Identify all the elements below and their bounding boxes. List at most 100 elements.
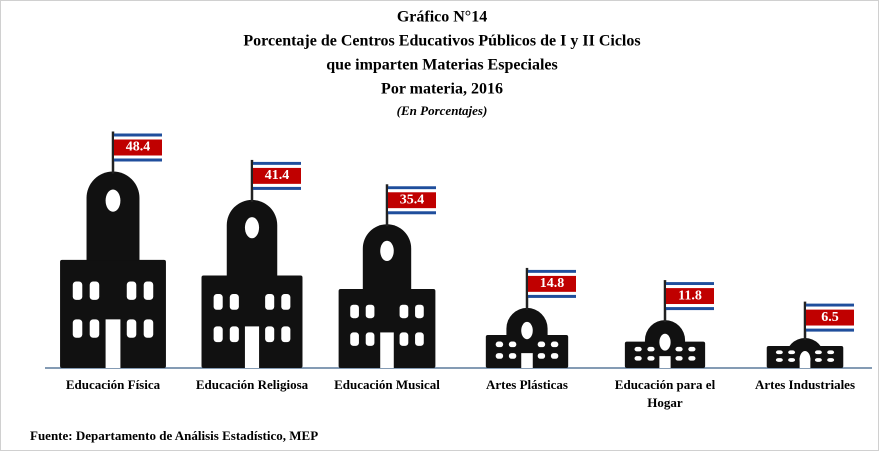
building-tower xyxy=(644,320,686,343)
building xyxy=(624,280,714,368)
source-note: Fuente: Departamento de Análisis Estadís… xyxy=(30,428,318,443)
window xyxy=(688,346,696,352)
flag-stripe xyxy=(253,164,301,168)
window xyxy=(634,356,642,361)
window xyxy=(89,319,100,338)
window xyxy=(213,326,223,343)
flag-stripe xyxy=(253,186,301,190)
building xyxy=(60,131,166,368)
door xyxy=(105,319,121,368)
window xyxy=(143,281,154,300)
window xyxy=(350,304,359,319)
window xyxy=(143,319,154,338)
door xyxy=(521,353,533,368)
window xyxy=(775,350,783,355)
flag-stripe xyxy=(528,272,576,276)
window xyxy=(89,281,100,300)
building xyxy=(766,301,854,368)
door xyxy=(659,356,671,368)
flag-stripe xyxy=(253,161,301,165)
x-tick-label: Artes Plásticas xyxy=(486,377,568,392)
building-body xyxy=(201,275,303,368)
window xyxy=(688,356,696,361)
flag-stripe xyxy=(114,158,162,162)
value-label: 48.4 xyxy=(126,140,151,155)
flag-stripe xyxy=(253,183,301,187)
window xyxy=(788,358,796,362)
building-body xyxy=(338,288,436,368)
window xyxy=(675,356,683,361)
flag-stripe xyxy=(114,155,162,159)
window xyxy=(775,358,783,362)
window xyxy=(647,346,655,352)
flag-stripe xyxy=(388,192,436,209)
building-body xyxy=(624,341,706,368)
window xyxy=(229,326,239,343)
flag-stripe xyxy=(666,282,714,286)
x-tick-label: Educación para el Hogar xyxy=(615,377,716,410)
flag-stripe xyxy=(806,309,854,326)
window xyxy=(365,332,375,346)
value-label: 41.4 xyxy=(265,168,290,183)
window xyxy=(537,353,546,359)
window xyxy=(495,341,504,348)
x-tick-label: Artes Industriales xyxy=(755,377,855,392)
flag-stripe xyxy=(114,139,162,156)
window xyxy=(126,319,137,338)
window xyxy=(788,350,796,355)
door xyxy=(799,358,811,368)
chart-title: Por materia, 2016 xyxy=(381,81,503,98)
window xyxy=(814,350,822,355)
building xyxy=(338,184,436,368)
window xyxy=(827,350,835,355)
chart-subtitle: (En Porcentajes) xyxy=(397,103,488,118)
window xyxy=(365,304,375,319)
flag-stripe xyxy=(253,167,301,184)
value-label: 11.8 xyxy=(678,288,702,303)
window xyxy=(508,341,517,348)
tower-window xyxy=(244,217,260,239)
window xyxy=(537,341,546,348)
window xyxy=(72,281,83,300)
window xyxy=(647,356,655,361)
building-body xyxy=(60,259,166,368)
window xyxy=(634,346,642,352)
flag-stripe xyxy=(806,306,854,310)
door xyxy=(244,326,260,368)
window xyxy=(281,326,291,343)
door xyxy=(380,332,394,368)
flag-stripe xyxy=(806,328,854,332)
flag-stripe xyxy=(528,294,576,298)
flag-stripe xyxy=(666,307,714,311)
flag-stripe xyxy=(528,275,576,292)
x-tick-label: Educación Religiosa xyxy=(196,377,309,392)
flag-stripe xyxy=(114,136,162,140)
flag-stripe xyxy=(666,288,714,305)
window xyxy=(550,341,559,348)
flag-stripe xyxy=(388,186,436,190)
window xyxy=(265,294,275,310)
value-label: 35.4 xyxy=(400,192,425,207)
window xyxy=(827,358,835,362)
window xyxy=(495,353,504,359)
window xyxy=(675,346,683,352)
window xyxy=(399,304,409,319)
flag-stripe xyxy=(666,285,714,289)
tower-window xyxy=(105,189,121,212)
window xyxy=(399,332,409,346)
x-tick-label: Educación Musical xyxy=(334,377,440,392)
window xyxy=(72,319,83,338)
flag-stripe xyxy=(114,133,162,137)
window xyxy=(265,326,275,343)
flag-stripe xyxy=(388,211,436,215)
flag-stripe xyxy=(666,304,714,308)
building-tower xyxy=(86,171,140,261)
building-body xyxy=(485,334,569,368)
tower-window xyxy=(380,240,394,262)
window xyxy=(229,294,239,310)
building-tower xyxy=(785,338,825,358)
tower-window xyxy=(521,321,533,340)
